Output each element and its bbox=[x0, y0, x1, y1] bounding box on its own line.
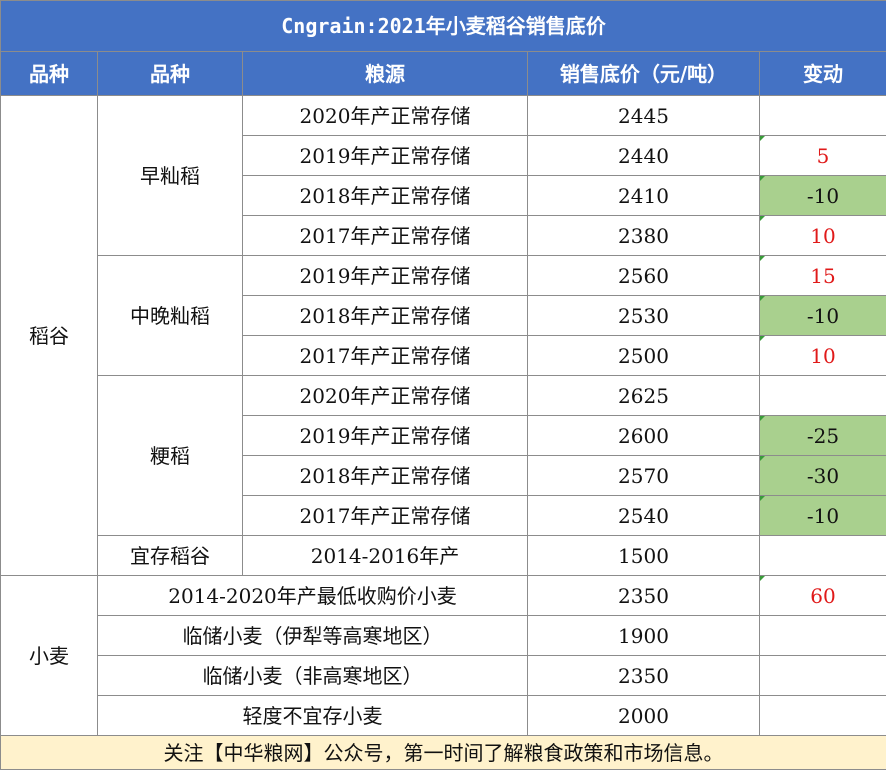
change-cell-increase: 15 bbox=[760, 256, 886, 296]
price-cell: 2625 bbox=[528, 376, 760, 416]
source-cell: 2019年产正常存储 bbox=[243, 416, 528, 456]
variety-suitable-rice: 宜存稻谷 bbox=[98, 536, 243, 576]
cell-marker-icon bbox=[760, 256, 765, 261]
source-cell: 2020年产正常存储 bbox=[243, 376, 528, 416]
source-cell: 2020年产正常存储 bbox=[243, 96, 528, 136]
price-cell: 1500 bbox=[528, 536, 760, 576]
change-cell-decrease: -10 bbox=[760, 496, 886, 536]
table-title: Cngrain:2021年小麦稻谷销售底价 bbox=[1, 1, 886, 52]
source-cell: 2018年产正常存储 bbox=[243, 456, 528, 496]
header-category: 品种 bbox=[1, 52, 98, 96]
change-cell-decrease: -10 bbox=[760, 176, 886, 216]
cell-marker-icon bbox=[760, 576, 765, 581]
price-cell: 2350 bbox=[528, 576, 760, 616]
change-cell bbox=[760, 376, 886, 416]
price-cell: 2000 bbox=[528, 696, 760, 736]
price-cell: 2350 bbox=[528, 656, 760, 696]
header-change: 变动 bbox=[760, 52, 886, 96]
cell-marker-icon bbox=[760, 216, 765, 221]
source-cell: 临储小麦（伊犁等高寒地区） bbox=[98, 616, 528, 656]
cell-marker-icon bbox=[760, 336, 765, 341]
cell-marker-icon bbox=[760, 136, 765, 141]
change-cell-decrease: -30 bbox=[760, 456, 886, 496]
price-cell: 2540 bbox=[528, 496, 760, 536]
header-source: 粮源 bbox=[243, 52, 528, 96]
source-cell: 2018年产正常存储 bbox=[243, 176, 528, 216]
cell-marker-icon bbox=[760, 176, 765, 181]
cell-marker-icon bbox=[760, 456, 765, 461]
footer-note: 关注【中华粮网】公众号，第一时间了解粮食政策和市场信息。 bbox=[1, 736, 886, 770]
source-cell: 2017年产正常存储 bbox=[243, 216, 528, 256]
price-cell: 2500 bbox=[528, 336, 760, 376]
change-cell-decrease: -10 bbox=[760, 296, 886, 336]
source-cell: 轻度不宜存小麦 bbox=[98, 696, 528, 736]
change-cell-increase: 10 bbox=[760, 216, 886, 256]
variety-mid-late-indica: 中晚籼稻 bbox=[98, 256, 243, 376]
source-cell: 2017年产正常存储 bbox=[243, 336, 528, 376]
price-cell: 2560 bbox=[528, 256, 760, 296]
header-variety: 品种 bbox=[98, 52, 243, 96]
price-cell: 2530 bbox=[528, 296, 760, 336]
change-cell bbox=[760, 616, 886, 656]
source-cell: 2014-2016年产 bbox=[243, 536, 528, 576]
change-cell-increase: 5 bbox=[760, 136, 886, 176]
change-cell-increase: 10 bbox=[760, 336, 886, 376]
change-cell-decrease: -25 bbox=[760, 416, 886, 456]
category-rice: 稻谷 bbox=[1, 96, 98, 576]
price-cell: 2380 bbox=[528, 216, 760, 256]
variety-early-indica: 早籼稻 bbox=[98, 96, 243, 256]
price-cell: 1900 bbox=[528, 616, 760, 656]
change-cell bbox=[760, 656, 886, 696]
price-cell: 2440 bbox=[528, 136, 760, 176]
source-cell: 2019年产正常存储 bbox=[243, 136, 528, 176]
source-cell: 2014-2020年产最低收购价小麦 bbox=[98, 576, 528, 616]
change-cell bbox=[760, 536, 886, 576]
price-cell: 2410 bbox=[528, 176, 760, 216]
price-cell: 2445 bbox=[528, 96, 760, 136]
source-cell: 临储小麦（非高寒地区） bbox=[98, 656, 528, 696]
source-cell: 2019年产正常存储 bbox=[243, 256, 528, 296]
category-wheat: 小麦 bbox=[1, 576, 98, 736]
cell-marker-icon bbox=[760, 416, 765, 421]
change-cell-increase: 60 bbox=[760, 576, 886, 616]
cell-marker-icon bbox=[760, 496, 765, 501]
header-price: 销售底价（元/吨） bbox=[528, 52, 760, 96]
change-cell bbox=[760, 96, 886, 136]
source-cell: 2018年产正常存储 bbox=[243, 296, 528, 336]
price-cell: 2570 bbox=[528, 456, 760, 496]
cell-marker-icon bbox=[760, 296, 765, 301]
price-cell: 2600 bbox=[528, 416, 760, 456]
change-cell bbox=[760, 696, 886, 736]
variety-japonica: 粳稻 bbox=[98, 376, 243, 536]
source-cell: 2017年产正常存储 bbox=[243, 496, 528, 536]
